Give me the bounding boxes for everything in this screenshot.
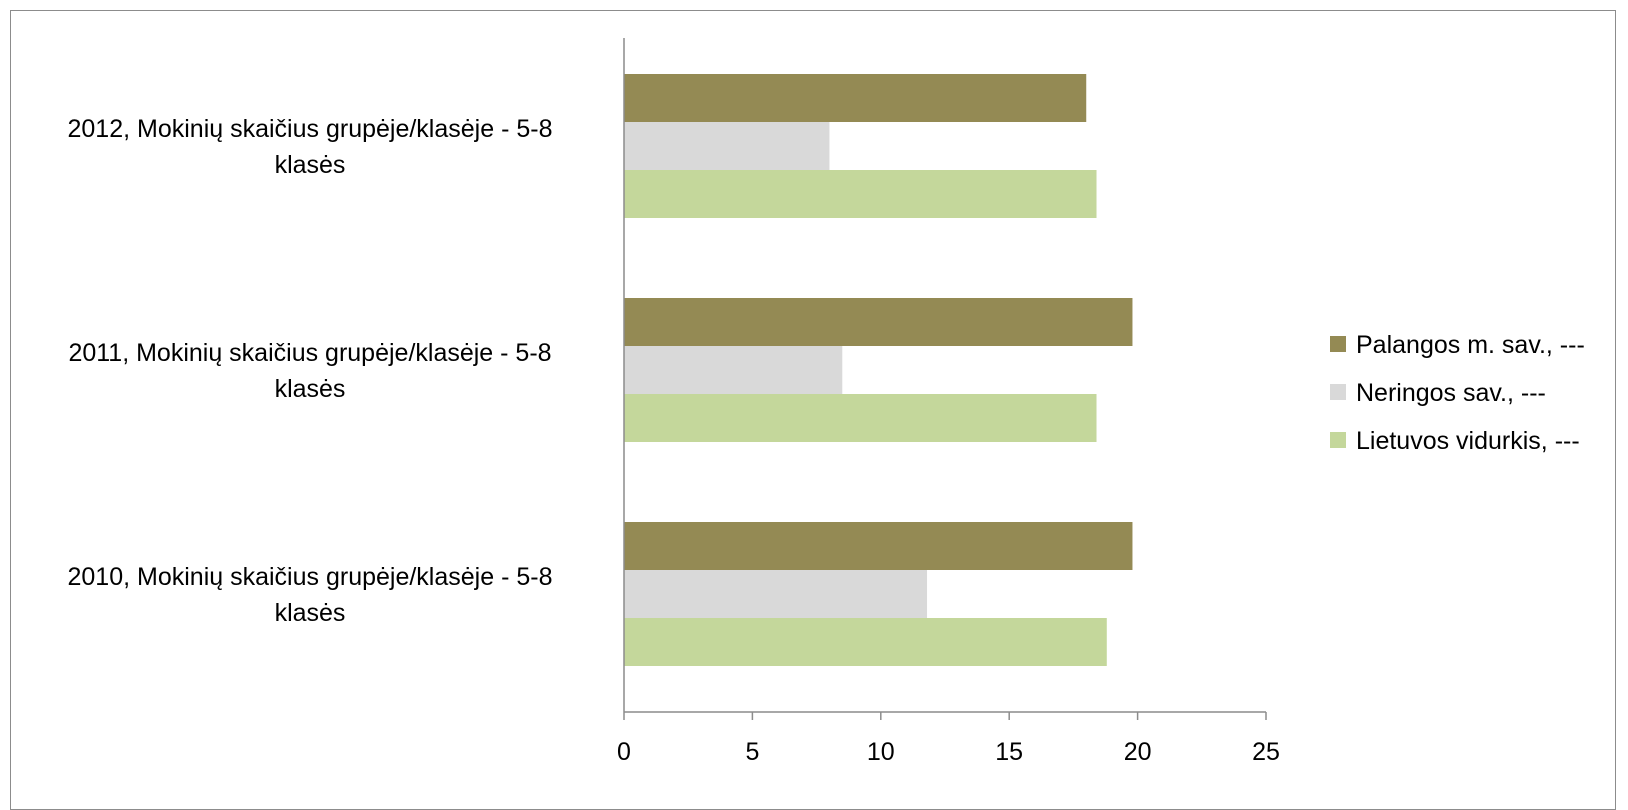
category-label-line: klasės (275, 375, 346, 403)
x-tick-label: 25 (1252, 738, 1280, 766)
category-label-line: klasės (275, 599, 346, 627)
bar-3-3 (624, 618, 1107, 666)
category-label: 2012, Mokinių skaičius grupėje/klasėje -… (68, 115, 553, 179)
x-tick-label: 15 (995, 738, 1023, 766)
legend: Palangos m. sav., --- Neringos sav., --- L… (1330, 331, 1585, 455)
category-label-line: 2012, Mokinių skaičius grupėje/klasėje -… (68, 115, 553, 143)
legend-label: Palangos m. sav., --- (1356, 331, 1585, 359)
x-tick-label: 5 (745, 738, 759, 766)
legend-label: Neringos sav., --- (1356, 379, 1546, 407)
category-label-line: 2010, Mokinių skaičius grupėje/klasėje -… (68, 563, 553, 591)
category-label-line: 2011, Mokinių skaičius grupėje/klasėje -… (68, 339, 551, 367)
category-label: 2010, Mokinių skaičius grupėje/klasėje -… (68, 563, 553, 627)
x-axis-ticks: 0 5 10 15 20 25 (617, 712, 1280, 766)
legend-swatch (1330, 432, 1346, 448)
legend-swatch (1330, 384, 1346, 400)
bar-1-3 (624, 170, 1097, 218)
bar-1-2 (624, 122, 830, 170)
bar-3-2 (624, 570, 928, 618)
x-tick-label: 20 (1124, 738, 1152, 766)
bars-group (624, 74, 1133, 666)
category-label-line: klasės (275, 151, 346, 179)
bar-chart: 0 5 10 15 20 25 2012, Mokinių skaičius grupėj… (68, 38, 1585, 766)
category-labels: 2012, Mokinių skaičius grupėje/klasėje -… (68, 115, 553, 627)
x-tick-label: 0 (617, 738, 631, 766)
bar-1-1 (624, 74, 1087, 122)
bar-2-2 (624, 346, 843, 394)
legend-label: Lietuvos vidurkis, --- (1356, 427, 1580, 455)
x-tick-label: 10 (867, 738, 895, 766)
category-label: 2011, Mokinių skaičius grupėje/klasėje -… (68, 339, 551, 403)
bar-2-3 (624, 394, 1097, 442)
bar-3-1 (624, 522, 1133, 570)
legend-swatch (1330, 336, 1346, 352)
bar-2-1 (624, 298, 1133, 346)
